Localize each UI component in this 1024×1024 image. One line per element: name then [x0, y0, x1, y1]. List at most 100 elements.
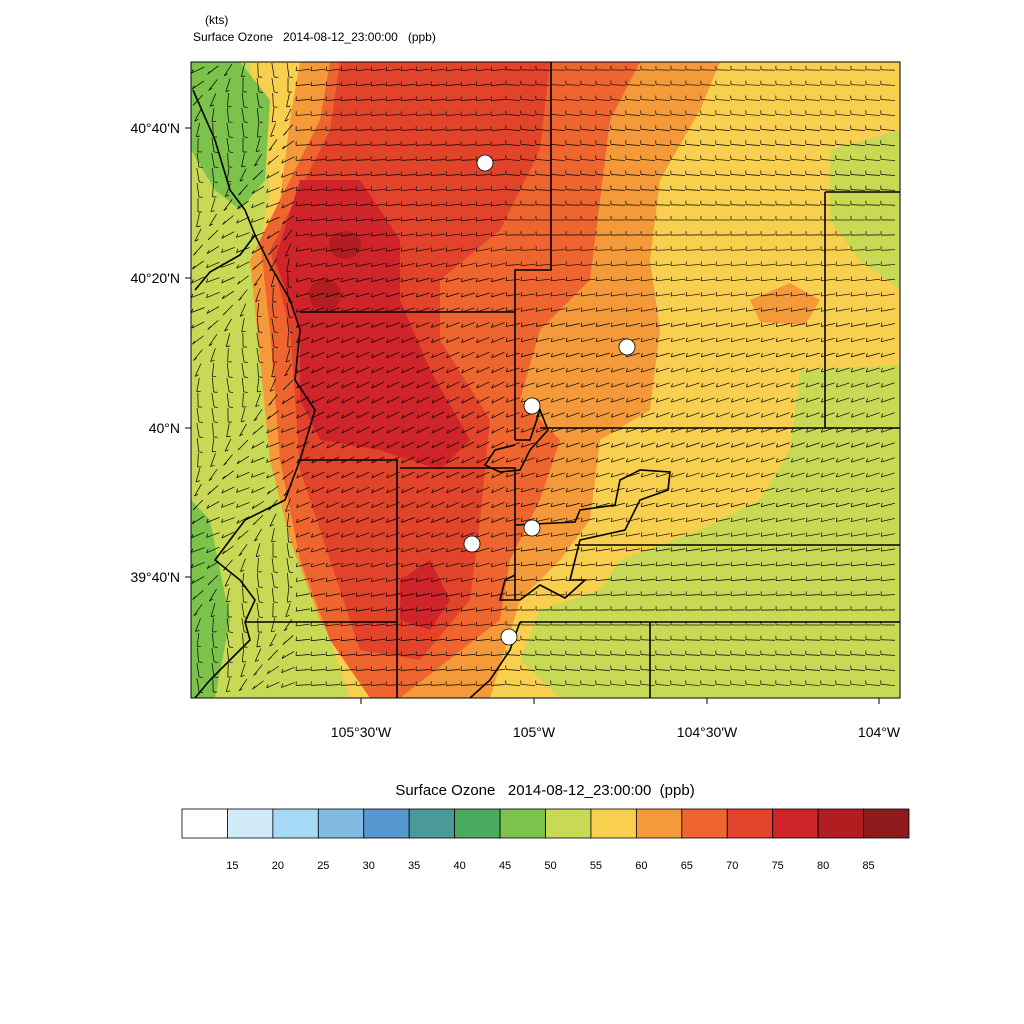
wind-barb — [252, 431, 256, 435]
wind-barb — [670, 368, 673, 373]
wind-barb — [581, 412, 595, 418]
wind-barb — [385, 174, 401, 176]
colorbar-label: 75 — [772, 860, 784, 872]
wind-barb — [536, 458, 538, 463]
wind-barb — [257, 362, 259, 378]
colorbar-label: 40 — [454, 860, 466, 872]
wind-barb — [520, 502, 523, 507]
wind-barb — [238, 553, 243, 556]
wind-barb — [671, 323, 685, 327]
boundary — [483, 407, 549, 473]
wind-barb — [626, 293, 640, 297]
wind-barb — [356, 292, 370, 298]
wind-barb — [851, 397, 865, 403]
wind-barb — [371, 292, 385, 298]
wind-barb — [221, 295, 225, 300]
wind-barb — [596, 518, 610, 522]
wind-barb — [791, 308, 805, 312]
wind-barb — [356, 502, 370, 508]
wind-barb — [225, 678, 231, 692]
wind-barb — [310, 232, 313, 237]
wind-barb — [731, 487, 745, 493]
wind-barb — [446, 384, 449, 389]
wind-barb — [835, 174, 851, 176]
wind-barb — [746, 518, 760, 522]
wind-barb — [536, 487, 550, 493]
wind-barb — [476, 471, 490, 479]
wind-barb — [565, 532, 568, 537]
wind-barb — [191, 576, 205, 584]
wind-barb — [401, 441, 415, 449]
wind-barb — [565, 307, 568, 312]
wind-barb — [551, 383, 553, 388]
lat-label: 40°N — [149, 420, 180, 436]
colorbar-label: 50 — [544, 860, 556, 872]
wind-barb — [701, 367, 715, 373]
wind-barb — [476, 292, 490, 298]
wind-barb — [775, 368, 778, 373]
wind-barb — [281, 668, 284, 673]
wind-barb — [685, 654, 701, 656]
wind-barb — [430, 277, 433, 282]
wind-barb — [206, 533, 209, 538]
wind-barb — [340, 548, 343, 553]
wind-barb — [431, 292, 445, 298]
wind-barb — [253, 274, 263, 286]
wind-barb — [625, 114, 641, 116]
wind-barb — [775, 174, 791, 176]
boundary — [514, 62, 552, 440]
wind-barb — [266, 442, 280, 448]
wind-barb — [491, 518, 494, 523]
wind-barb — [520, 473, 523, 478]
wind-barb — [446, 323, 449, 328]
wind-barb — [776, 397, 790, 403]
wind-barb — [196, 408, 200, 422]
wind-barb — [296, 292, 310, 298]
wind-barb — [226, 123, 230, 137]
wind-barb — [805, 249, 821, 251]
wind-barb — [386, 414, 389, 419]
wind-barb — [760, 129, 776, 131]
wind-barb — [731, 397, 745, 403]
wind-barb — [431, 562, 445, 568]
wind-barb — [656, 397, 670, 403]
wind-barb — [207, 581, 212, 586]
wind-barb — [370, 144, 386, 146]
wind-barb — [386, 426, 400, 434]
wind-barb — [880, 594, 896, 596]
wind-barb — [610, 517, 613, 522]
wind-barb — [580, 189, 596, 191]
wind-barb — [461, 292, 475, 298]
wind-barb — [730, 129, 746, 131]
wind-barb — [251, 190, 255, 194]
wind-barb — [311, 517, 325, 523]
wind-barb — [550, 84, 566, 86]
wind-barb — [371, 351, 385, 359]
wind-barb — [355, 247, 358, 252]
wind-barb — [610, 84, 626, 86]
wind-barb — [821, 323, 835, 327]
wind-barb — [866, 487, 880, 493]
wind-barb — [192, 265, 195, 270]
wind-barb — [282, 215, 294, 225]
wind-barb — [535, 264, 551, 266]
wind-barb — [850, 473, 853, 478]
wind-barb — [701, 502, 715, 508]
wind-barb — [505, 159, 521, 161]
wind-barb — [281, 427, 295, 433]
wind-barb — [505, 249, 521, 251]
wind-barb — [805, 532, 808, 537]
wind-barb — [325, 562, 328, 567]
wind-barb — [445, 277, 448, 282]
wind-barb — [535, 473, 538, 478]
wind-barb — [284, 363, 292, 377]
wind-barb — [866, 533, 880, 537]
wind-barb — [686, 278, 700, 282]
wind-barb — [226, 618, 230, 632]
colorbar-box — [590, 808, 637, 839]
wind-barb — [476, 474, 479, 479]
wind-barb — [272, 287, 274, 303]
wind-barb — [641, 443, 643, 448]
wind-barb — [371, 441, 385, 449]
wind-barb — [685, 249, 701, 251]
